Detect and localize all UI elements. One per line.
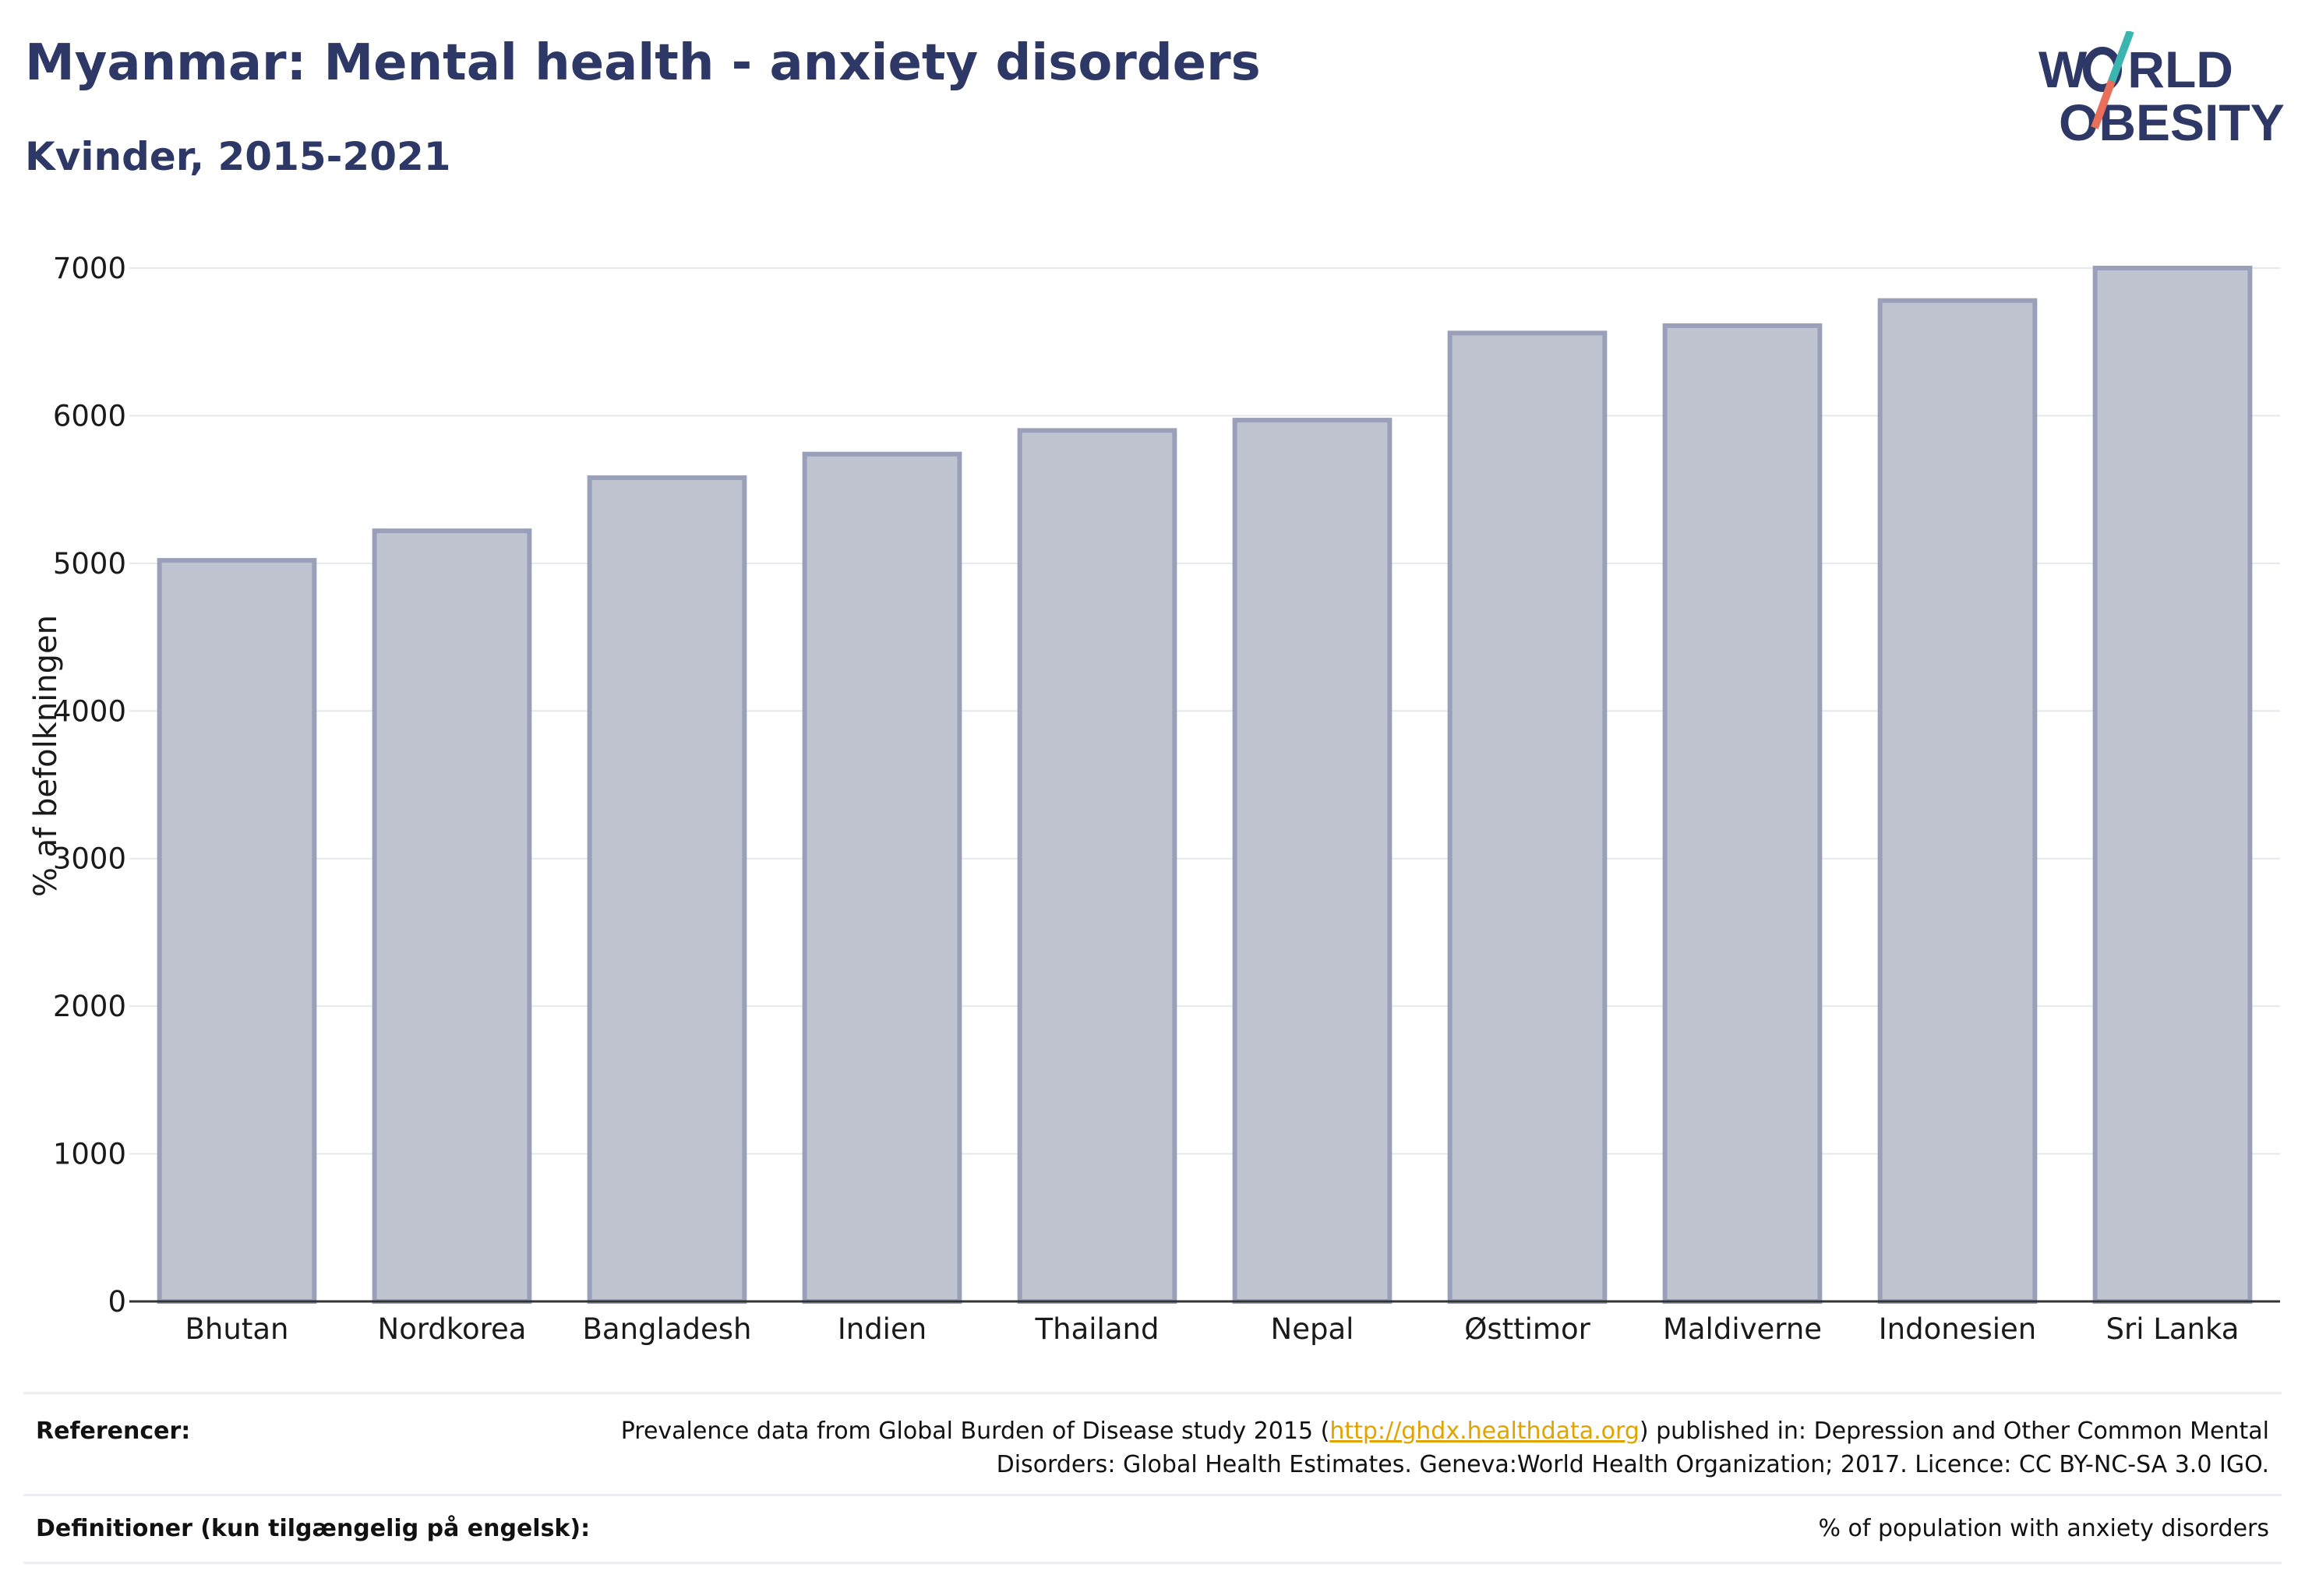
definitions-label: Definitioner (kun tilgængelig på engelsk… — [36, 1515, 591, 1542]
bars — [157, 266, 2253, 1305]
bar-østtimor — [1447, 330, 1608, 1305]
references-text: Prevalence data from Global Burden of Di… — [620, 1418, 2269, 1478]
x-tick-label: Thailand — [1035, 1312, 1160, 1346]
y-tick-label: 4000 — [53, 694, 126, 728]
bar-bangladesh — [587, 475, 747, 1305]
chart-subtitle: Kvinder, 2015-2021 — [25, 134, 451, 179]
x-tick-label: Sri Lanka — [2106, 1312, 2240, 1346]
y-tick-label: 2000 — [53, 990, 126, 1023]
bar-nepal — [1232, 418, 1393, 1304]
y-tick-label: 0 — [108, 1285, 126, 1319]
x-tick-label: Østtimor — [1464, 1312, 1590, 1346]
bar-thailand — [1017, 428, 1177, 1304]
bar-maldiverne — [1662, 323, 1823, 1304]
bar-chart: 0 1000 2000 3000 4000 5000 6000 7000 Bhutan Nord… — [28, 252, 2280, 1346]
x-tick-label: Nordkorea — [378, 1312, 527, 1346]
bar-indonesien — [1877, 298, 2038, 1304]
bar-sri-lanka — [2092, 266, 2253, 1304]
x-tick-label: Indonesien — [1879, 1312, 2036, 1346]
references-label: Referencer: — [36, 1418, 191, 1445]
x-tick-label: Bhutan — [185, 1312, 289, 1346]
definitions-row: Definitioner (kun tilgængelig på engelsk… — [23, 1494, 2282, 1562]
logo-slash-teal — [2108, 31, 2134, 83]
x-tick-label: Indien — [838, 1312, 927, 1346]
y-tick-labels: 0 1000 2000 3000 4000 5000 6000 7000 — [53, 252, 126, 1319]
x-tick-label: Bangladesh — [583, 1312, 752, 1346]
x-tick-labels: Bhutan Nordkorea Bangladesh Indien Thailand N… — [185, 1312, 2240, 1346]
y-axis-title: % af befolkningen — [28, 615, 64, 897]
references-row: Referencer: Prevalence data from Global … — [23, 1392, 2282, 1494]
x-tick-label: Maldiverne — [1663, 1312, 1822, 1346]
footer: Referencer: Prevalence data from Global … — [23, 1392, 2282, 1564]
logo-slash-coral — [2091, 79, 2116, 129]
bar-indien — [802, 451, 962, 1304]
y-tick-label: 3000 — [53, 842, 126, 876]
bar-nordkorea — [372, 528, 532, 1304]
footer-divider — [23, 1562, 2282, 1564]
logo-text-line2: OBESITY — [2059, 94, 2285, 151]
world-obesity-logo: W RLD OBESITY — [2038, 31, 2285, 151]
y-tick-label: 5000 — [53, 547, 126, 581]
chart-title: Myanmar: Mental health - anxiety disorde… — [25, 34, 1261, 92]
definitions-text: % of population with anxiety disorders — [1818, 1515, 2269, 1542]
bar-bhutan — [157, 558, 317, 1304]
y-tick-label: 7000 — [53, 252, 126, 285]
references-link[interactable]: http://ghdx.healthdata.org — [1329, 1418, 1640, 1445]
y-tick-label: 6000 — [53, 399, 126, 433]
x-tick-label: Nepal — [1271, 1312, 1354, 1346]
y-tick-label: 1000 — [53, 1138, 126, 1171]
logo-text-line1: W RLD — [2038, 41, 2233, 98]
